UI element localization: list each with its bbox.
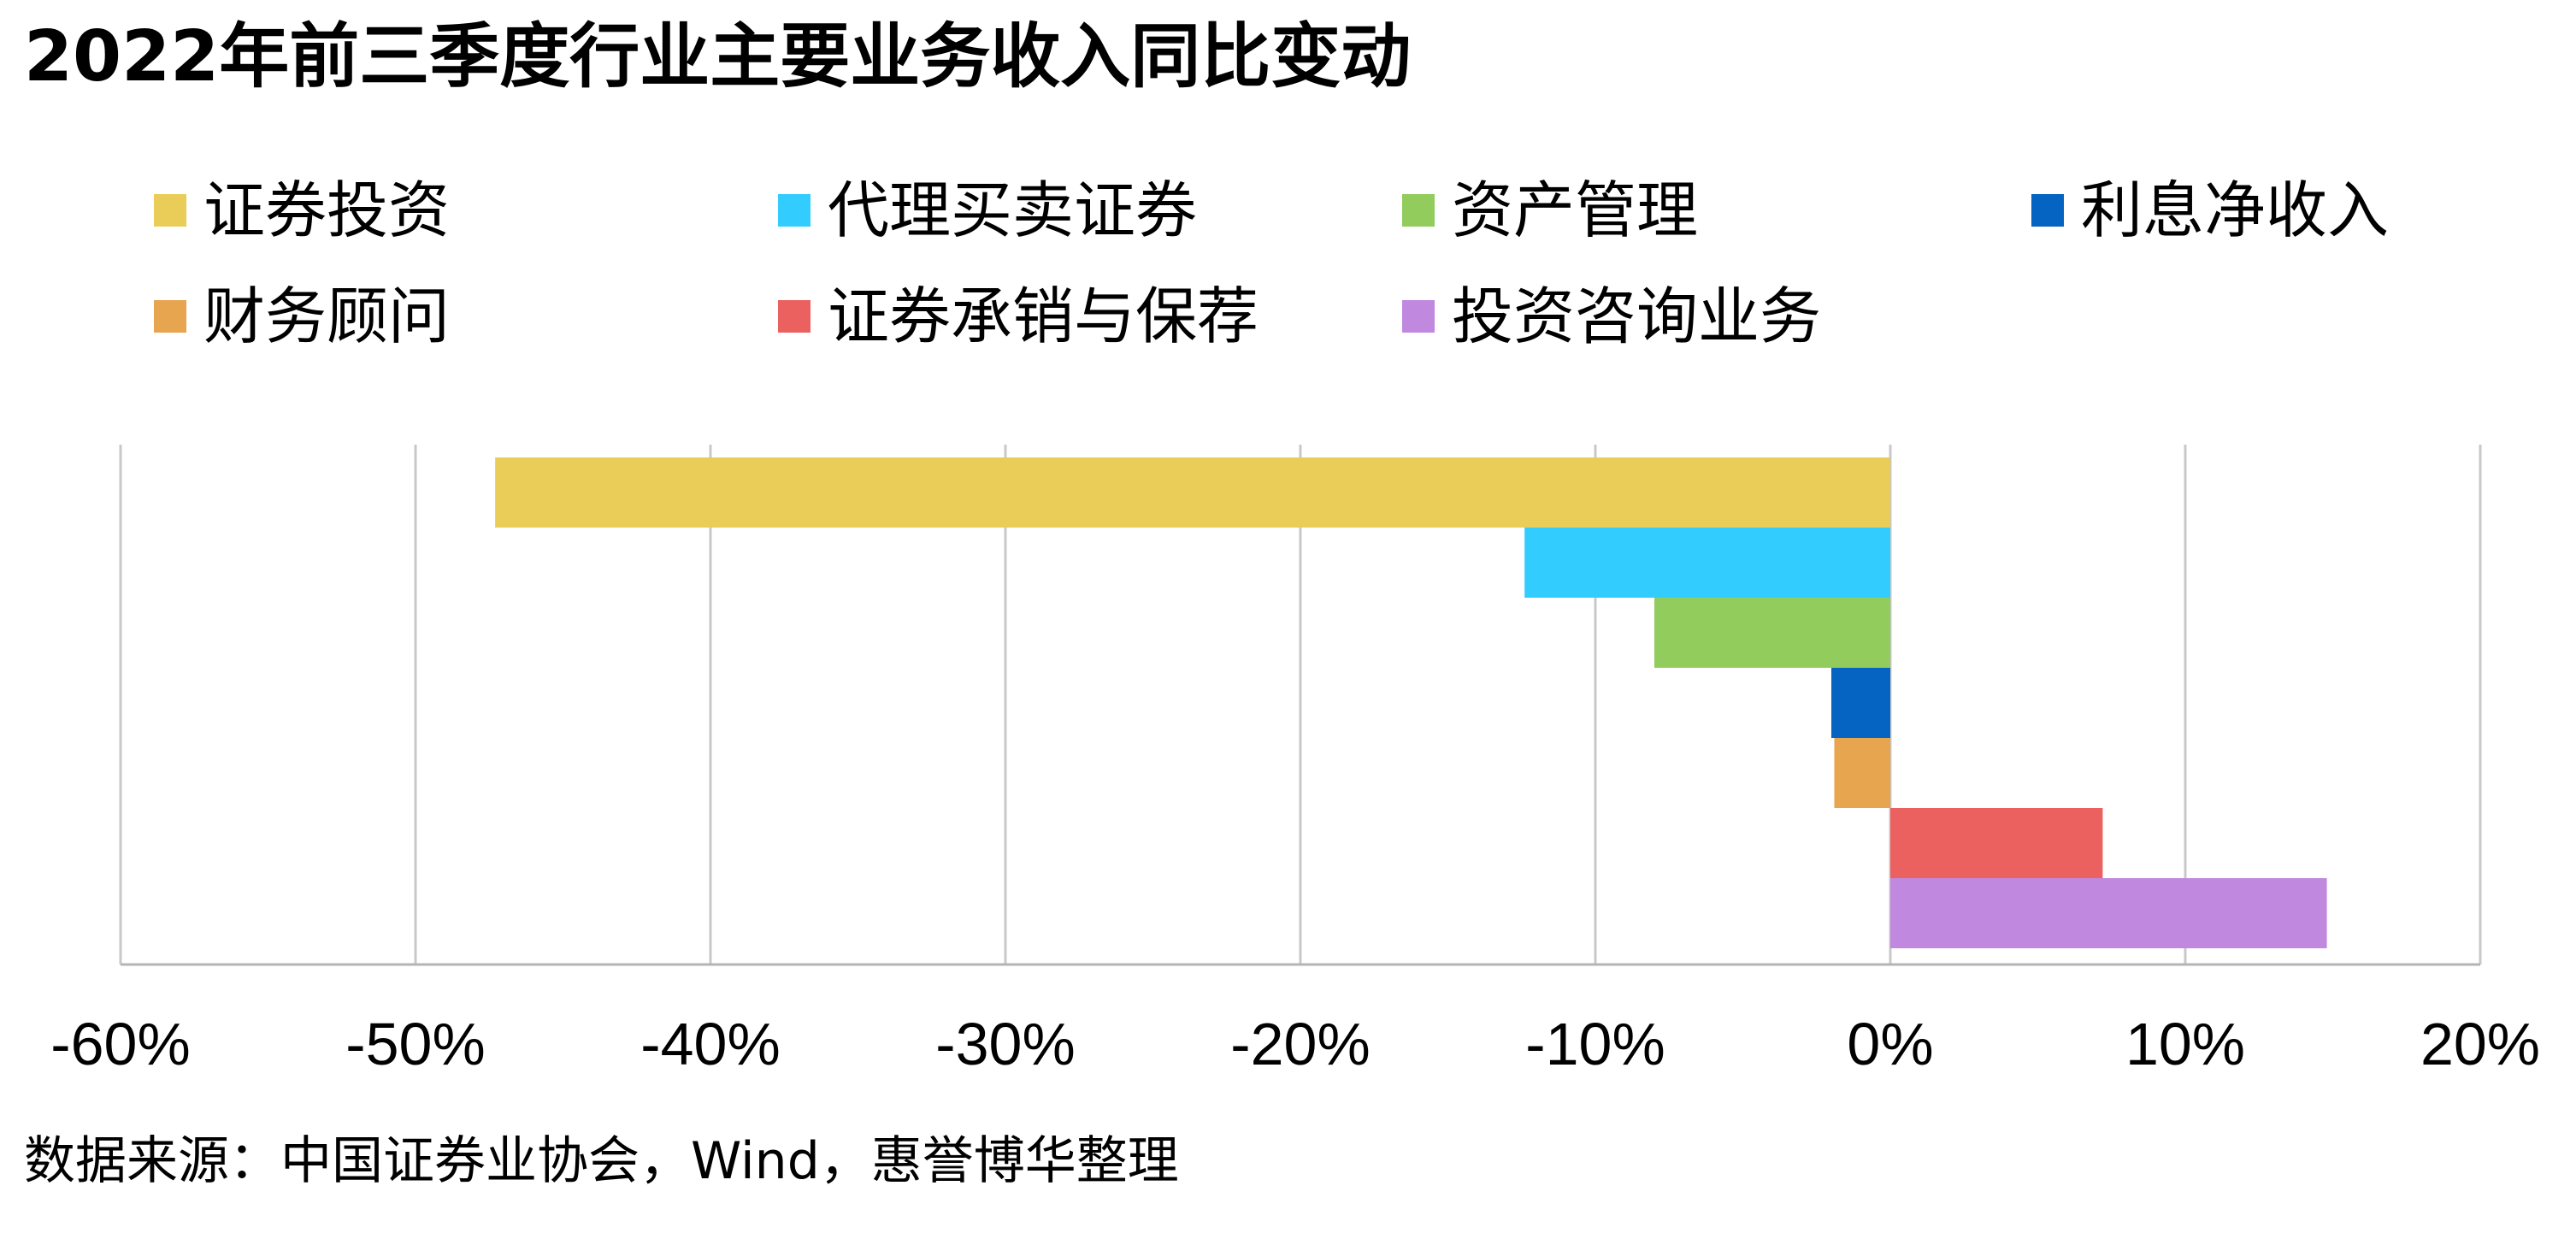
legend-item-4: 财务顾问: [154, 286, 450, 347]
legend-item-3: 利息净收入: [2031, 180, 2389, 241]
legend-item-0: 证券投资: [154, 180, 450, 241]
legend-swatch-1: [778, 194, 811, 227]
x-tick-label-3: -30%: [935, 1011, 1075, 1077]
x-tick-label-0: -60%: [50, 1011, 190, 1077]
legend-item-5: 证券承销与保荐: [778, 286, 1259, 347]
legend-label-3: 利息净收入: [2081, 174, 2390, 246]
legend-label-5: 证券承销与保荐: [828, 280, 1259, 352]
source-note: 数据来源：中国证券业协会，Wind，惠誉博华整理: [24, 1131, 1179, 1191]
chart-title: 2022年前三季度行业主要业务收入同比变动: [24, 16, 1412, 97]
legend-swatch-4: [154, 300, 186, 333]
x-tick-label-8: 20%: [2420, 1011, 2540, 1077]
x-tick-label-4: -20%: [1230, 1011, 1370, 1077]
legend-swatch-2: [1402, 194, 1435, 227]
legend-swatch-6: [1402, 300, 1435, 333]
x-tick-label-6: 0%: [1847, 1011, 1933, 1077]
x-tick-label-5: -10%: [1525, 1011, 1665, 1077]
legend-label-2: 资产管理: [1452, 174, 1699, 246]
chart-legend: 证券投资 代理买卖证券 资产管理 利息净收入 财务顾问 证券承销与保荐 投资咨询…: [0, 0, 2576, 393]
legend-item-6: 投资咨询业务: [1402, 286, 1821, 347]
x-tick-label-7: 10%: [2125, 1011, 2245, 1077]
legend-item-1: 代理买卖证券: [778, 180, 1197, 241]
bar-1: [1524, 528, 1890, 598]
legend-item-2: 资产管理: [1402, 180, 1698, 241]
bar-0: [495, 457, 1890, 528]
bar-chart: -60% -50% -40% -30% -20% -10% 0% 10% 20%: [50, 445, 2540, 1077]
legend-swatch-5: [778, 300, 811, 333]
bar-5: [1890, 808, 2103, 878]
bar-3: [1831, 668, 1890, 738]
legend-label-6: 投资咨询业务: [1452, 280, 1822, 352]
legend-swatch-3: [2031, 194, 2064, 227]
bar-6: [1890, 878, 2327, 948]
legend-label-4: 财务顾问: [203, 280, 451, 352]
bar-2: [1654, 598, 1890, 668]
legend-swatch-0: [154, 194, 186, 227]
x-tick-label-2: -40%: [640, 1011, 780, 1077]
bar-4: [1834, 738, 1890, 808]
x-tick-label-1: -50%: [345, 1011, 485, 1077]
legend-label-0: 证券投资: [203, 174, 451, 246]
legend-label-1: 代理买卖证券: [828, 174, 1198, 246]
